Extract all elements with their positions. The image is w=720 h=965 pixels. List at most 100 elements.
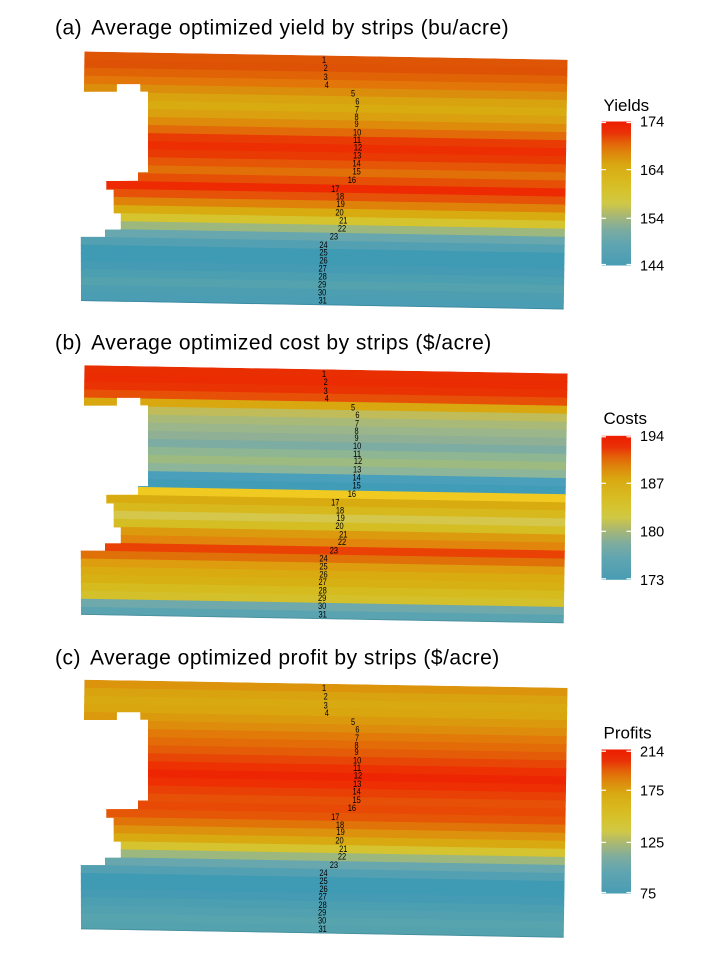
svg-text:125: 125 — [640, 836, 664, 852]
svg-text:Profits: Profits — [604, 723, 652, 742]
svg-text:9: 9 — [355, 747, 359, 757]
svg-text:28: 28 — [318, 900, 326, 910]
svg-text:21: 21 — [339, 529, 347, 539]
svg-text:19: 19 — [336, 827, 344, 837]
svg-text:21: 21 — [339, 216, 347, 226]
svg-text:11: 11 — [353, 135, 361, 145]
svg-text:28: 28 — [318, 585, 326, 595]
svg-text:28: 28 — [318, 272, 326, 282]
svg-text:7: 7 — [355, 418, 359, 428]
svg-text:14: 14 — [352, 472, 360, 482]
svg-text:24: 24 — [319, 240, 327, 250]
svg-text:25: 25 — [319, 248, 327, 258]
svg-text:15: 15 — [352, 481, 360, 491]
svg-text:1: 1 — [322, 369, 326, 379]
svg-text:3: 3 — [324, 386, 328, 396]
svg-text:3: 3 — [324, 700, 328, 710]
svg-text:8: 8 — [355, 112, 359, 122]
svg-text:(a)Average optimized yield by: (a) Average optimized yield by strips (bu… — [55, 17, 509, 40]
svg-text:174: 174 — [640, 115, 664, 131]
svg-text:29: 29 — [318, 908, 326, 918]
svg-text:15: 15 — [352, 795, 360, 805]
svg-text:180: 180 — [640, 525, 664, 541]
svg-text:24: 24 — [319, 868, 327, 878]
svg-text:13: 13 — [353, 465, 361, 475]
svg-text:5: 5 — [351, 89, 355, 99]
svg-text:7: 7 — [355, 105, 359, 115]
svg-text:6: 6 — [355, 725, 359, 735]
svg-text:16: 16 — [348, 489, 356, 499]
svg-text:154: 154 — [640, 212, 664, 228]
svg-text:31: 31 — [318, 609, 326, 619]
svg-text:27: 27 — [318, 577, 326, 587]
svg-text:22: 22 — [338, 223, 346, 233]
svg-text:75: 75 — [640, 887, 656, 903]
svg-text:26: 26 — [319, 256, 327, 266]
svg-text:8: 8 — [355, 426, 359, 436]
svg-text:14: 14 — [352, 787, 360, 797]
svg-text:24: 24 — [319, 554, 327, 564]
svg-text:16: 16 — [348, 175, 356, 185]
svg-text:23: 23 — [330, 545, 338, 555]
svg-text:22: 22 — [338, 852, 346, 862]
svg-text:20: 20 — [335, 207, 343, 217]
svg-text:173: 173 — [640, 573, 664, 589]
svg-text:30: 30 — [318, 916, 326, 926]
svg-text:6: 6 — [355, 410, 359, 420]
svg-text:17: 17 — [331, 812, 339, 822]
svg-text:11: 11 — [353, 763, 361, 773]
svg-text:21: 21 — [339, 844, 347, 854]
svg-text:9: 9 — [355, 433, 359, 443]
svg-text:19: 19 — [336, 513, 344, 523]
svg-text:18: 18 — [336, 820, 344, 830]
svg-text:29: 29 — [318, 593, 326, 603]
svg-text:9: 9 — [355, 119, 359, 129]
svg-text:3: 3 — [324, 72, 328, 82]
svg-text:12: 12 — [354, 771, 362, 781]
svg-text:20: 20 — [335, 836, 343, 846]
svg-text:17: 17 — [331, 184, 339, 194]
svg-text:18: 18 — [336, 192, 344, 202]
svg-text:30: 30 — [318, 287, 326, 297]
svg-text:19: 19 — [336, 199, 344, 209]
svg-text:1: 1 — [322, 55, 326, 65]
svg-text:164: 164 — [640, 163, 664, 179]
svg-text:15: 15 — [352, 167, 360, 177]
svg-text:5: 5 — [351, 402, 355, 412]
svg-text:13: 13 — [353, 151, 361, 161]
svg-text:29: 29 — [318, 279, 326, 289]
svg-text:31: 31 — [318, 296, 326, 306]
svg-text:25: 25 — [319, 876, 327, 886]
svg-text:10: 10 — [353, 127, 361, 137]
svg-text:(c)Average optimized profit by: (c) Average optimized profit by strips ($… — [55, 646, 500, 669]
svg-text:5: 5 — [351, 717, 355, 727]
svg-text:12: 12 — [354, 456, 362, 466]
svg-text:26: 26 — [319, 569, 327, 579]
svg-text:26: 26 — [319, 884, 327, 894]
svg-text:31: 31 — [318, 924, 326, 934]
svg-text:Costs: Costs — [604, 409, 647, 428]
svg-text:6: 6 — [355, 96, 359, 106]
svg-text:10: 10 — [353, 441, 361, 451]
svg-text:30: 30 — [318, 601, 326, 611]
svg-text:175: 175 — [640, 784, 664, 800]
svg-text:14: 14 — [352, 159, 360, 169]
svg-text:16: 16 — [348, 803, 356, 813]
svg-text:17: 17 — [331, 498, 339, 508]
svg-text:13: 13 — [353, 779, 361, 789]
svg-text:27: 27 — [318, 263, 326, 273]
svg-text:4: 4 — [325, 708, 329, 718]
svg-text:11: 11 — [353, 449, 361, 459]
svg-text:20: 20 — [335, 521, 343, 531]
svg-text:4: 4 — [325, 394, 329, 404]
svg-text:10: 10 — [353, 756, 361, 766]
svg-text:144: 144 — [640, 259, 664, 275]
svg-text:194: 194 — [640, 429, 664, 445]
svg-text:8: 8 — [355, 740, 359, 750]
svg-text:2: 2 — [324, 377, 328, 387]
svg-text:12: 12 — [354, 142, 362, 152]
svg-text:7: 7 — [355, 733, 359, 743]
svg-text:23: 23 — [330, 860, 338, 870]
svg-text:4: 4 — [325, 80, 329, 90]
svg-text:25: 25 — [319, 561, 327, 571]
